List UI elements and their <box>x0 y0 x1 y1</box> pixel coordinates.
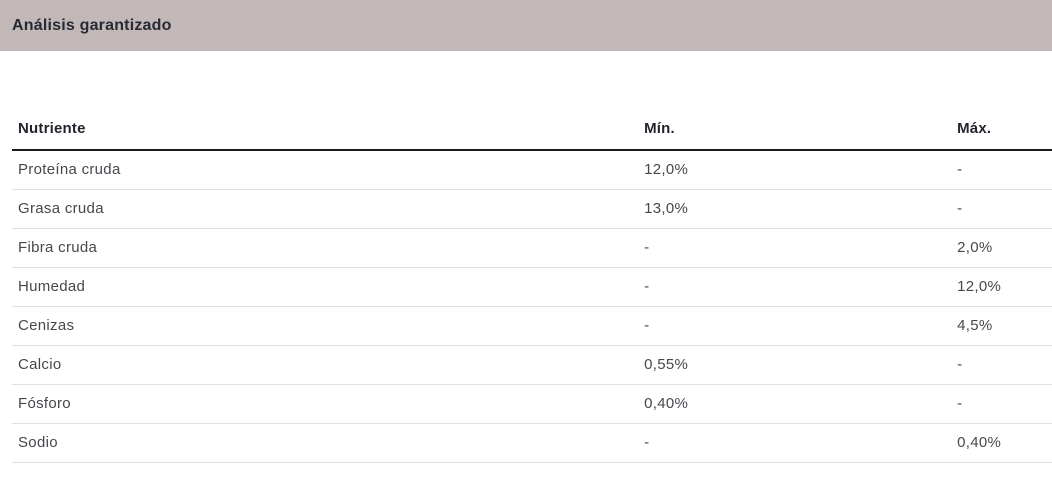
column-header-nutrient: Nutriente <box>12 110 639 151</box>
table-body: Proteína cruda 12,0% - Grasa cruda 13,0% - Fib… <box>12 150 1052 463</box>
table-header-row: Nutriente Mín. Máx. <box>12 110 1052 151</box>
cell-max: - <box>951 150 1052 190</box>
cell-min: - <box>638 423 952 463</box>
cell-min: 0,55% <box>638 345 952 385</box>
cell-min: 13,0% <box>638 189 952 229</box>
table-row: Sodio -0,40% <box>12 423 1052 463</box>
section-title: Análisis garantizado <box>12 16 172 34</box>
table-row: Proteína cruda 12,0% - <box>12 150 1052 190</box>
cell-min: - <box>638 228 952 268</box>
cell-nutrient: Fibra cruda <box>12 228 639 268</box>
cell-max: - <box>951 189 1052 229</box>
guaranteed-analysis-table-container: Nutriente Mín. Máx. Proteína cruda 12,0% -… <box>12 110 1052 463</box>
cell-max: - <box>951 384 1052 424</box>
table-row: Fibra cruda -2,0% <box>12 228 1052 268</box>
table-row: Cenizas -4,5% <box>12 306 1052 346</box>
cell-nutrient: Humedad <box>12 267 639 307</box>
column-header-min: Mín. <box>638 110 952 151</box>
cell-max: - <box>951 345 1052 385</box>
cell-min: - <box>638 306 952 346</box>
guaranteed-analysis-table: Nutriente Mín. Máx. Proteína cruda 12,0% -… <box>12 110 1052 463</box>
cell-nutrient: Sodio <box>12 423 639 463</box>
cell-nutrient: Calcio <box>12 345 639 385</box>
cell-max: 12,0% <box>951 267 1052 307</box>
section-header-bar: Análisis garantizado <box>0 0 1052 51</box>
cell-max: 0,40% <box>951 423 1052 463</box>
cell-nutrient: Fósforo <box>12 384 639 424</box>
table-row: Calcio 0,55% - <box>12 345 1052 385</box>
table-row: Grasa cruda 13,0% - <box>12 189 1052 229</box>
cell-max: 4,5% <box>951 306 1052 346</box>
cell-min: 12,0% <box>638 150 952 190</box>
cell-nutrient: Grasa cruda <box>12 189 639 229</box>
cell-min: - <box>638 267 952 307</box>
cell-nutrient: Proteína cruda <box>12 150 639 190</box>
table-row: Fósforo 0,40% - <box>12 384 1052 424</box>
table-row: Humedad -12,0% <box>12 267 1052 307</box>
cell-max: 2,0% <box>951 228 1052 268</box>
column-header-max: Máx. <box>951 110 1052 151</box>
cell-nutrient: Cenizas <box>12 306 639 346</box>
cell-min: 0,40% <box>638 384 952 424</box>
